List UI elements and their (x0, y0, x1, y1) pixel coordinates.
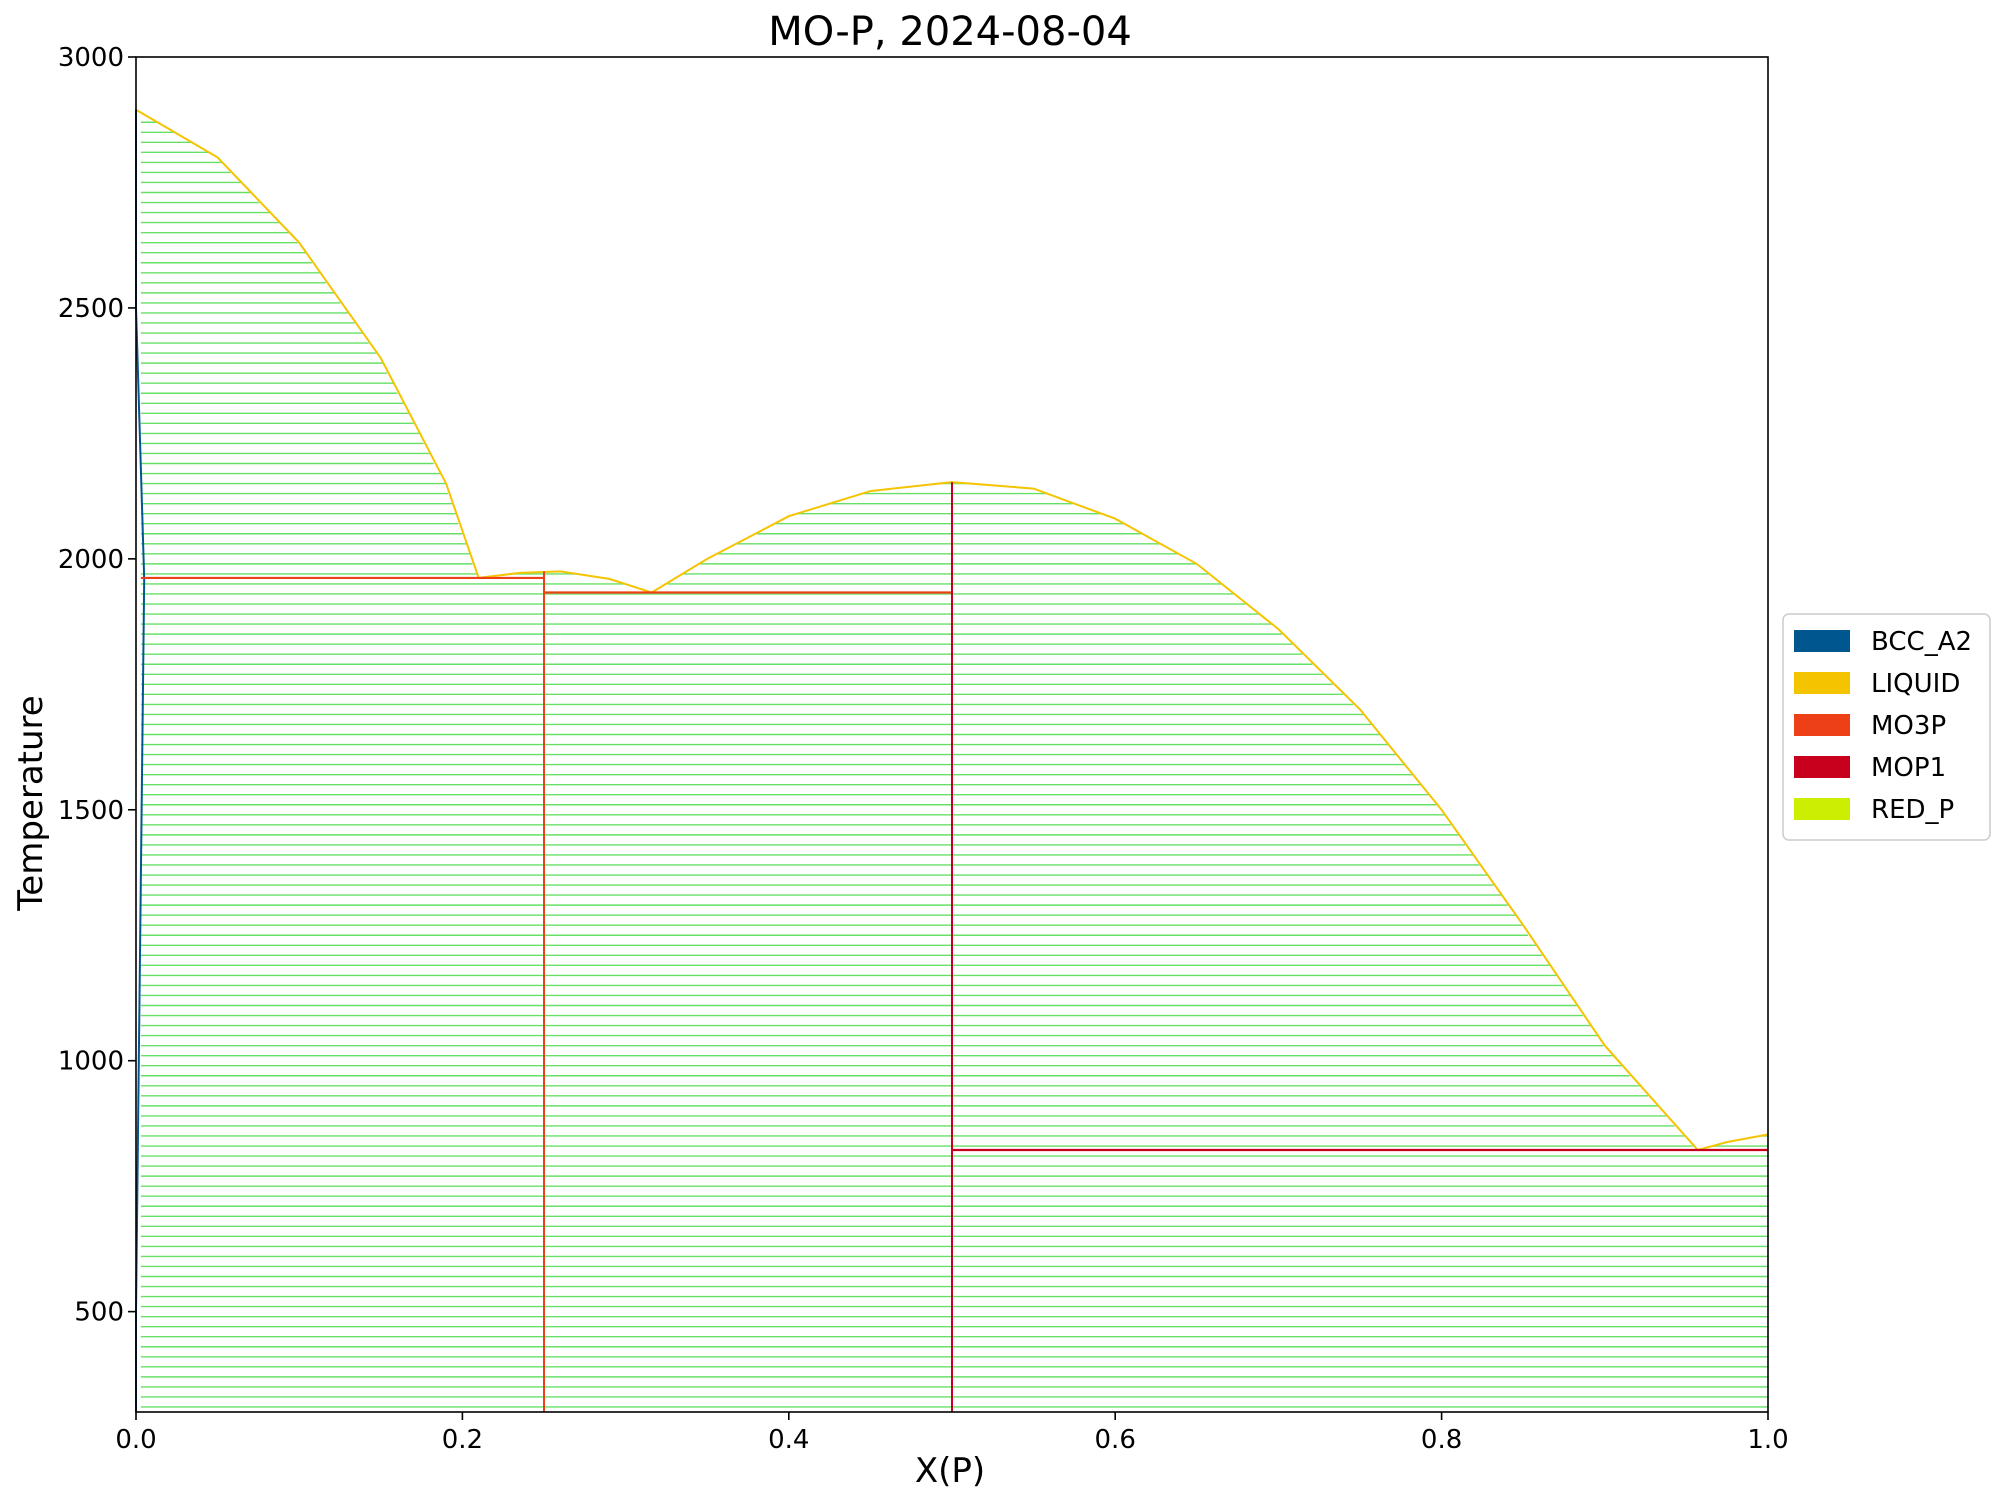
axes: 0.0 0.2 0.4 0.6 0.8 1.0 500 1000 1500 2000 2500 300… (58, 43, 1789, 1455)
plot-frame (135, 56, 1769, 1413)
liquidus-line (478, 570, 653, 594)
legend-swatch (1794, 756, 1850, 778)
legend-box (1782, 613, 1991, 841)
legend-swatch (1794, 672, 1850, 694)
liquidus-line (951, 481, 1699, 1151)
x-tick-label: 0.4 (768, 1425, 809, 1455)
y-tick-label: 2000 (58, 545, 124, 575)
legend-swatch (1794, 630, 1850, 652)
plot-area (135, 108, 1769, 1412)
y-tick-label: 500 (74, 1298, 124, 1328)
y-tick-label: 2500 (58, 294, 124, 324)
y-tick-label: 3000 (58, 43, 124, 73)
legend-swatch (1794, 798, 1850, 820)
legend-label: MOP1 (1871, 753, 1946, 783)
x-tick-label: 0.8 (1421, 1425, 1462, 1455)
liquidus-line (651, 481, 953, 594)
legend-swatch (1794, 714, 1850, 736)
legend-label: BCC_A2 (1871, 627, 1972, 657)
liquidus-line (1697, 1133, 1769, 1151)
x-tick-label: 0.0 (115, 1425, 156, 1455)
legend-label: RED_P (1871, 795, 1954, 825)
y-tick-label: 1500 (58, 796, 124, 826)
x-axis-label: X(P) (915, 1451, 985, 1491)
legend: BCC_A2 LIQUID MO3P MOP1 RED_P (1782, 613, 1991, 841)
x-tick-label: 1.0 (1747, 1425, 1788, 1455)
legend-label: MO3P (1871, 711, 1946, 741)
y-tick-label: 1000 (58, 1047, 124, 1077)
liquidus-line (135, 108, 480, 579)
chart-title: MO-P, 2024-08-04 (768, 9, 1132, 55)
legend-label: LIQUID (1871, 669, 1960, 699)
x-tick-label: 0.6 (1095, 1425, 1136, 1455)
y-axis-label: Temperature (11, 695, 51, 911)
x-tick-label: 0.2 (442, 1425, 483, 1455)
